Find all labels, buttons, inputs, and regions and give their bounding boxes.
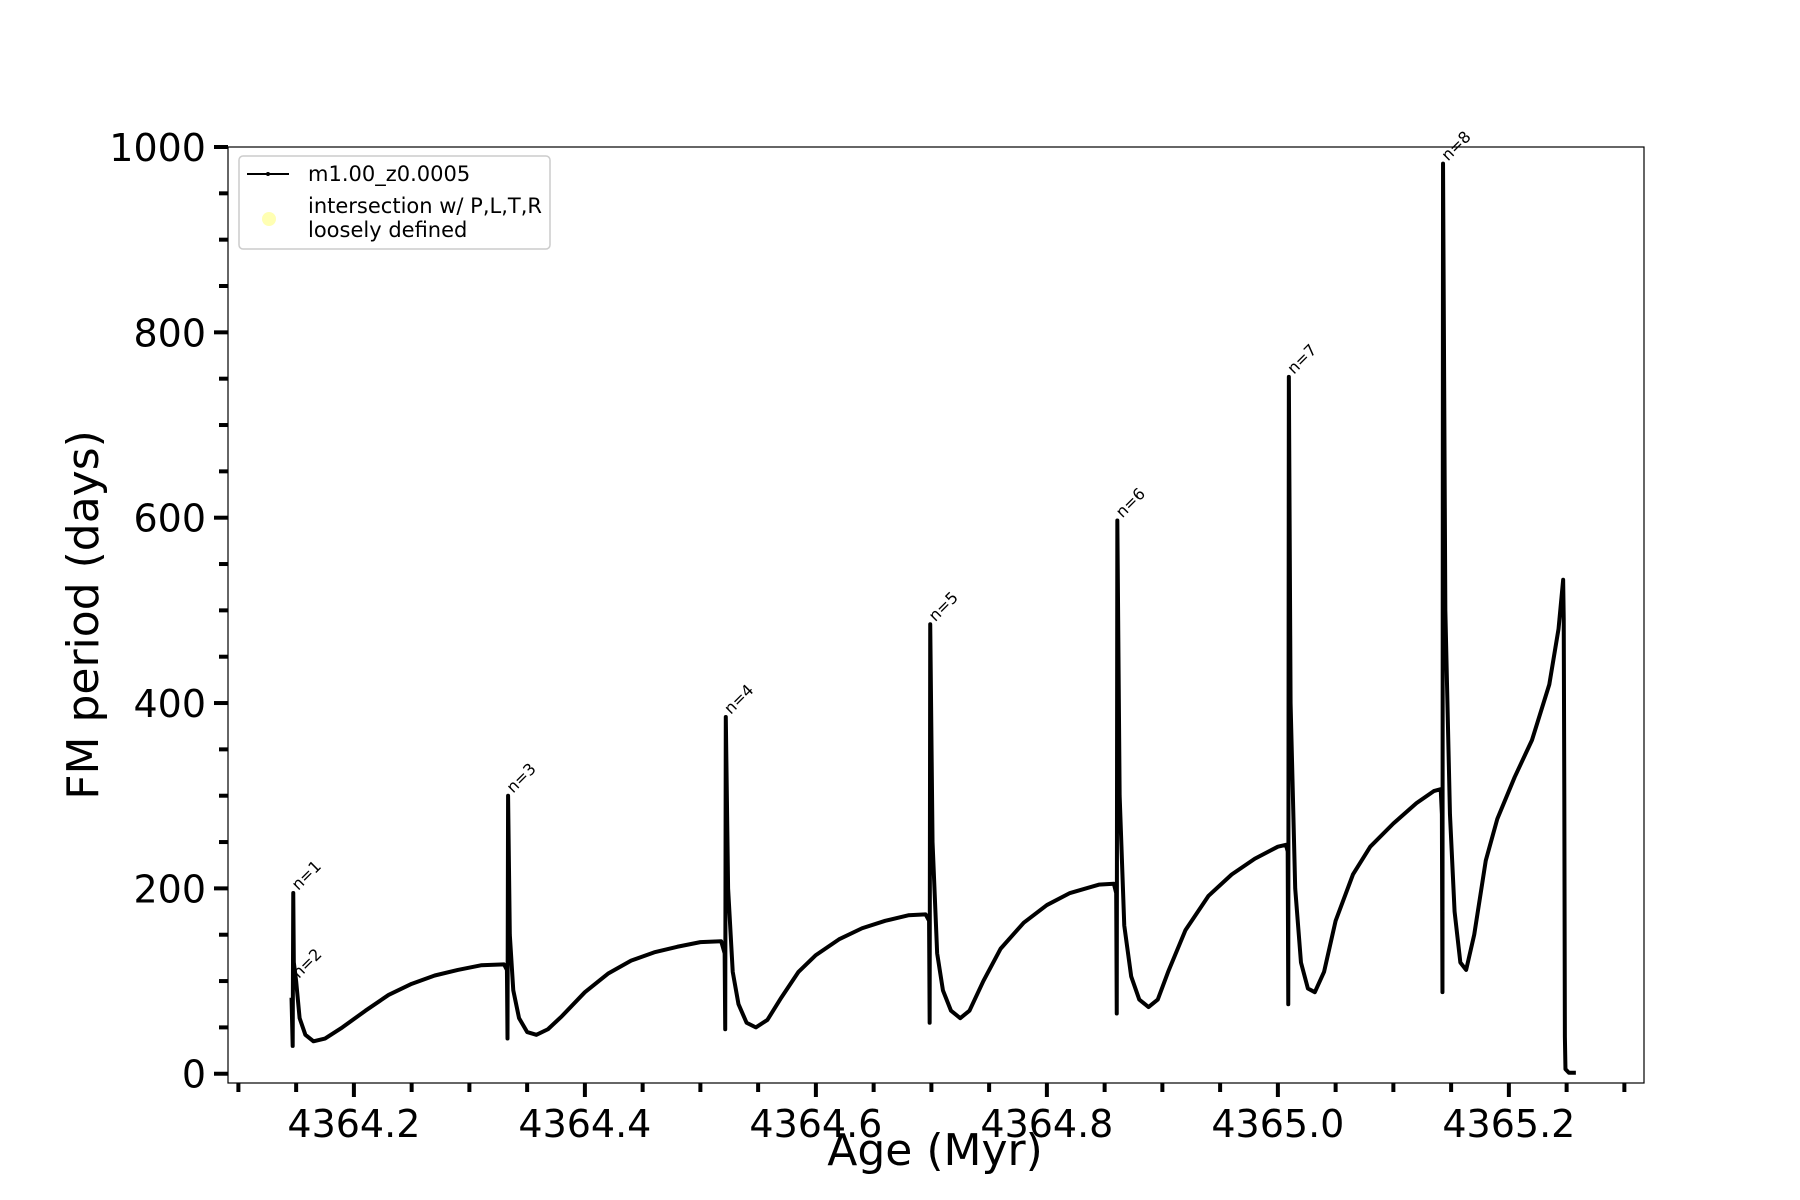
annotation: n=5 (925, 588, 962, 625)
legend-box (238, 155, 551, 250)
y-tick-label: 600 (133, 497, 206, 541)
y-axis-label: FM period (days) (58, 430, 109, 800)
data-line (289, 161, 1576, 1075)
plot-frame (227, 146, 1645, 1084)
x-tick-label: 4364.2 (287, 1102, 420, 1146)
annotation: n=7 (1283, 340, 1320, 377)
y-tick-label: 800 (133, 311, 206, 355)
legend-label: intersection w/ P,L,T,R loosely defined (308, 194, 542, 242)
y-tick-label: 200 (133, 867, 206, 911)
x-tick-label: 4365.0 (1211, 1102, 1344, 1146)
x-tick-label: 4364.4 (518, 1102, 651, 1146)
legend-label: m1.00_z0.0005 (308, 162, 470, 187)
annotation: n=1 (288, 857, 325, 894)
y-tick-label: 400 (133, 682, 206, 726)
legend-marker (266, 172, 270, 176)
annotation: n=8 (1437, 127, 1474, 164)
annotation: n=3 (502, 759, 539, 796)
x-tick-label: 4365.2 (1442, 1102, 1575, 1146)
legend-marker (262, 212, 276, 226)
annotation: n=6 (1112, 484, 1149, 521)
y-tick-label: 1000 (109, 126, 206, 170)
legend: m1.00_z0.0005 intersection w/ P,L,T,R loos… (238, 155, 551, 250)
x-tick-label: 4364.6 (749, 1102, 882, 1146)
x-axis-label: Age (Myr) (827, 1125, 1043, 1176)
x-tick-label: 4364.8 (980, 1102, 1113, 1146)
annotation: n=4 (720, 680, 757, 717)
y-tick-label: 0 (182, 1053, 206, 1097)
